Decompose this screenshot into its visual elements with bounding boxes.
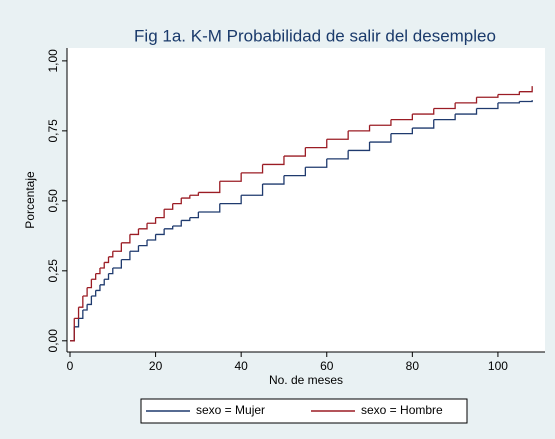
line-segment <box>74 318 80 328</box>
line-segment <box>241 184 264 196</box>
line-segment <box>129 245 140 252</box>
line-segment <box>433 114 456 121</box>
x-tick-label: 40 <box>234 359 248 373</box>
line-segment <box>369 133 392 143</box>
y-axis-label: Porcentaje <box>23 171 37 229</box>
line-segment <box>164 226 174 230</box>
x-tick-label: 60 <box>320 359 334 373</box>
line-segment <box>497 101 520 104</box>
line-segment <box>326 130 349 140</box>
line-segment <box>87 279 93 289</box>
line-segment <box>138 223 148 230</box>
line-segment <box>147 234 157 241</box>
line-segment <box>305 158 328 168</box>
line-segment <box>198 203 221 213</box>
x-tick-label: 0 <box>67 359 74 373</box>
line-segment <box>390 128 413 135</box>
line-segment <box>74 307 80 320</box>
line-segment <box>99 262 105 269</box>
x-axis-label: No. de meses <box>269 373 343 387</box>
line-segment <box>78 310 84 320</box>
line-segment <box>348 125 371 132</box>
line-segment <box>455 108 478 115</box>
line-segment <box>519 86 533 93</box>
line-segment <box>95 268 101 275</box>
line-segment <box>433 102 456 110</box>
line-segment <box>390 114 413 121</box>
legend-label: sexo = Mujer <box>196 403 265 417</box>
line-segment <box>412 119 435 129</box>
legend-label: sexo = Hombre <box>361 403 443 417</box>
line-segment <box>82 304 88 311</box>
line-segment <box>497 91 520 96</box>
line-segment <box>476 94 499 98</box>
line-segment <box>369 119 392 126</box>
line-segment <box>91 273 97 280</box>
line-segment <box>219 195 242 205</box>
line-segment <box>121 234 131 244</box>
line-segment <box>476 102 499 110</box>
line-segment <box>164 203 174 210</box>
line-segment <box>112 259 122 269</box>
line-segment <box>262 156 285 166</box>
legend <box>140 398 468 424</box>
line-segment <box>95 284 101 292</box>
x-tick-label: 100 <box>488 359 508 373</box>
line-segment <box>121 251 131 261</box>
line-segment <box>198 181 221 194</box>
line-segment <box>99 279 105 286</box>
y-tick-label: 0,00 <box>46 329 60 353</box>
x-tick-label: 20 <box>149 359 163 373</box>
y-tick-label: 1,00 <box>46 49 60 73</box>
line-segment <box>155 228 165 236</box>
line-segment <box>283 147 307 157</box>
line-segment <box>305 139 328 149</box>
line-segment <box>155 209 165 219</box>
x-tick-label: 80 <box>406 359 420 373</box>
line-segment <box>262 175 285 185</box>
y-tick-label: 0,75 <box>46 119 60 143</box>
line-segment <box>147 217 157 224</box>
line-segment <box>172 198 182 205</box>
line-segment <box>91 290 97 297</box>
line-segment <box>172 220 182 227</box>
line-segment <box>348 142 371 152</box>
line-segment <box>219 172 242 182</box>
plot-area <box>67 48 545 352</box>
line-segment <box>283 167 307 177</box>
chart-title: Fig 1a. K-M Probabilidad de salir del de… <box>134 26 496 45</box>
line-segment <box>69 318 75 342</box>
line-segment <box>241 164 264 174</box>
y-tick-label: 0,25 <box>46 259 60 283</box>
line-segment <box>189 192 200 196</box>
line-segment <box>87 296 93 306</box>
line-segment <box>326 150 349 160</box>
line-segment <box>129 228 140 236</box>
line-segment <box>138 240 148 247</box>
y-tick-label: 0,50 <box>46 189 60 213</box>
line-segment <box>108 268 114 275</box>
line-segment <box>82 287 88 297</box>
line-segment <box>189 212 200 219</box>
line-segment <box>455 97 478 104</box>
line-segment <box>104 256 110 264</box>
line-segment <box>112 242 122 252</box>
line-segment <box>108 251 114 258</box>
line-segment <box>519 100 533 103</box>
line-segment <box>412 108 435 115</box>
line-segment <box>104 273 110 280</box>
line-segment <box>181 195 191 199</box>
line-segment <box>78 296 84 308</box>
line-segment <box>181 217 191 222</box>
